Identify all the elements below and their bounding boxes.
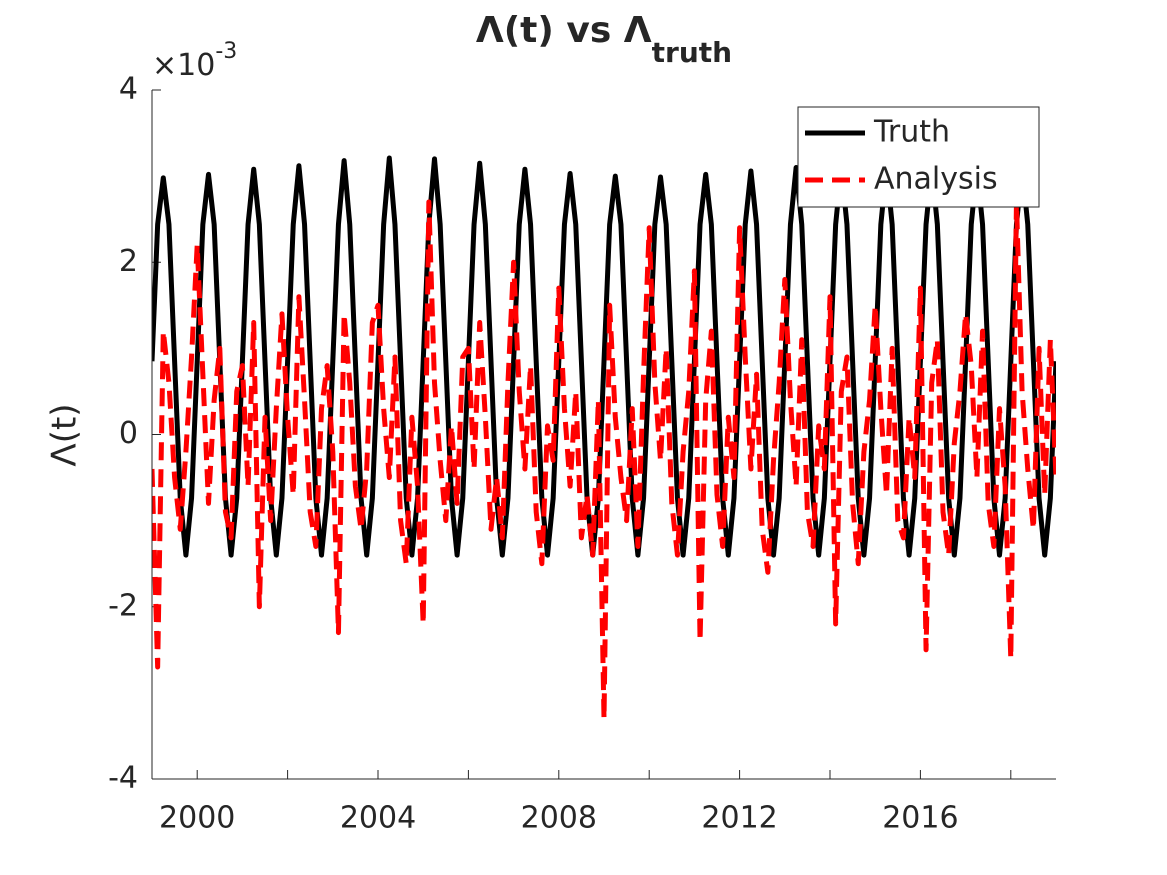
y-tick-label: 2 (119, 244, 138, 279)
chart-title: Λ(t) vs Λtruth (476, 10, 732, 69)
y-tick-label: 4 (119, 72, 138, 107)
x-tick-label: 2008 (521, 801, 597, 836)
legend-label: Analysis (874, 162, 998, 197)
y-tick-label: 0 (119, 416, 138, 451)
y-axis-label: Λ(t) (45, 403, 85, 466)
y-multiplier-exponent: -3 (215, 39, 237, 64)
legend-box (797, 106, 1040, 208)
y-multiplier: ×10-3 (152, 39, 237, 83)
legend-label: Truth (873, 115, 950, 150)
x-tick-label: 2000 (159, 801, 235, 836)
title-main: Λ(t) vs Λ (476, 10, 652, 51)
title-subscript: truth (652, 36, 732, 69)
x-tick-label: 2012 (701, 801, 777, 836)
x-tick-label: 2004 (340, 801, 416, 836)
y-tick-label: -4 (108, 761, 138, 796)
series-line (152, 199, 1056, 722)
y-tick-label: -2 (108, 588, 138, 623)
y-multiplier-base: ×10 (152, 48, 215, 83)
x-tick-label: 2016 (882, 801, 958, 836)
